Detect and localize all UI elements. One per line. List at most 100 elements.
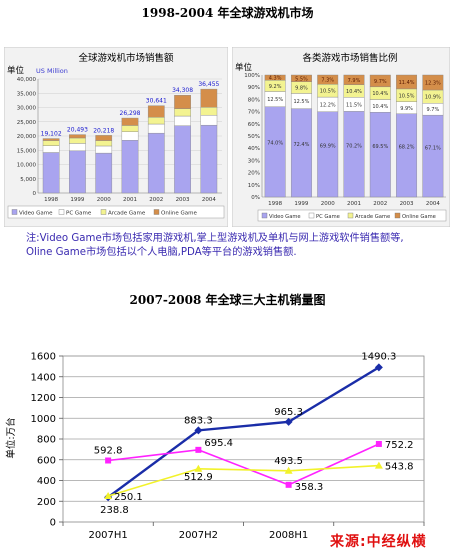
data-label: 72.4%: [293, 142, 309, 148]
y-tick-label: 40,000: [17, 77, 37, 83]
data-label: 10.4%: [346, 89, 362, 95]
legend-swatch: [11, 209, 18, 215]
data-label: 10.4%: [372, 91, 388, 97]
data-label: 592.8: [94, 445, 123, 456]
bar-segment: [174, 95, 191, 109]
data-label: 69.5%: [372, 144, 388, 150]
legend-label: Arcade Game: [108, 211, 146, 217]
data-label: 10.4%: [372, 104, 388, 110]
data-label: 12.5%: [267, 97, 283, 103]
legend-swatch: [100, 209, 107, 215]
data-label: 9.2%: [269, 84, 282, 90]
bar-segment: [95, 140, 113, 147]
series-line: [107, 366, 380, 499]
data-label: 34,308: [172, 87, 193, 94]
data-label: 250.1: [114, 492, 143, 503]
data-point: [374, 461, 383, 469]
bar-segment: [174, 125, 191, 194]
bar-segment: [69, 143, 86, 152]
data-label: 20,493: [67, 127, 88, 134]
data-label: 10.5%: [399, 93, 415, 99]
legend-swatch: [394, 212, 401, 219]
source-label: 来源:中经纵横: [330, 534, 427, 550]
y-tick-label: 1400: [31, 372, 56, 383]
bar-segment: [369, 74, 391, 88]
data-label: 30,641: [146, 98, 167, 105]
y-tick-label: 35,000: [17, 91, 37, 97]
data-label: 512.9: [184, 472, 213, 483]
bar-segment: [42, 138, 60, 141]
legend-label: Video Game: [19, 211, 53, 217]
data-label: 695.4: [204, 438, 233, 449]
bar-segment: [343, 74, 365, 85]
data-label: 4.3%: [269, 76, 282, 82]
bar-segment: [317, 111, 339, 198]
bar-segment: [69, 137, 86, 144]
y-tick-label: 30,000: [17, 106, 37, 112]
legend-label: Online Game: [402, 214, 436, 220]
y-axis-label: 单位: [235, 62, 253, 73]
y-tick-label: 0%: [251, 195, 260, 201]
y-tick-label: 200: [37, 497, 56, 508]
y-tick-label: 20,000: [17, 134, 37, 140]
chart-title: 全球游戏机市场销售额: [78, 52, 174, 64]
bar-segment: [343, 111, 365, 198]
legend-swatch: [261, 212, 268, 219]
x-tick-label: 2000: [321, 201, 335, 207]
data-label: 358.3: [295, 482, 324, 493]
data-label: 36,455: [198, 81, 219, 88]
data-label: 9.7%: [427, 107, 440, 113]
bar-segment: [42, 145, 60, 153]
data-point: [285, 481, 292, 488]
bar-segment: [369, 112, 391, 198]
y-tick-label: 1000: [31, 414, 56, 425]
data-label: 965.3: [274, 407, 303, 418]
y-tick-label: 25,000: [17, 120, 37, 126]
data-point: [284, 466, 293, 474]
y-tick-label: 5,000: [20, 177, 36, 183]
x-tick-label: 2007H1: [88, 530, 127, 541]
data-point: [105, 457, 112, 464]
y-tick-label: 0: [50, 518, 56, 529]
y-tick-label: 50%: [248, 134, 260, 140]
legend-swatch: [347, 212, 354, 219]
bar-segment: [422, 74, 444, 91]
data-point: [194, 426, 203, 435]
x-tick-label: 2004: [426, 201, 440, 207]
x-tick-label: 2007H2: [179, 530, 218, 541]
y-tick-label: 10,000: [17, 163, 37, 169]
series-line: [108, 443, 380, 486]
legend-label: Video Game: [269, 214, 301, 220]
bar-segment: [42, 152, 60, 194]
x-tick-label: 2003: [400, 201, 414, 207]
legend-swatch: [308, 212, 315, 219]
legend: Video Game PC Game Arcade Game Online Game: [7, 205, 225, 219]
y-tick-label: 600: [37, 455, 56, 466]
y-tick-label: 70%: [248, 110, 260, 116]
data-label: 69.9%: [320, 144, 336, 150]
bar-segment: [396, 74, 418, 90]
x-tick-label: 2008H1: [269, 530, 308, 541]
bar-segment: [95, 152, 113, 194]
x-tick-label: 2004: [202, 197, 216, 203]
x-tick-label: 2000: [97, 197, 111, 203]
data-label: 752.2: [385, 440, 414, 451]
data-point: [374, 363, 383, 372]
bar-segment: [69, 150, 86, 194]
y-tick-label: 20%: [248, 171, 260, 177]
data-point: [284, 417, 293, 426]
data-label: 12.2%: [320, 102, 336, 108]
bar-segment: [121, 125, 139, 132]
data-label: 238.8: [100, 505, 129, 516]
y-tick-label: 90%: [248, 85, 260, 91]
data-label: 70.2%: [346, 143, 362, 149]
y-axis-unit: US Million: [36, 67, 68, 75]
data-label: 1490.3: [361, 351, 396, 362]
bar-segment: [42, 140, 60, 146]
legend-swatch: [58, 209, 65, 215]
bar-segment: [95, 135, 113, 141]
legend-swatch: [153, 209, 160, 215]
bar-segment: [121, 131, 139, 141]
bar-segment: [121, 140, 139, 194]
